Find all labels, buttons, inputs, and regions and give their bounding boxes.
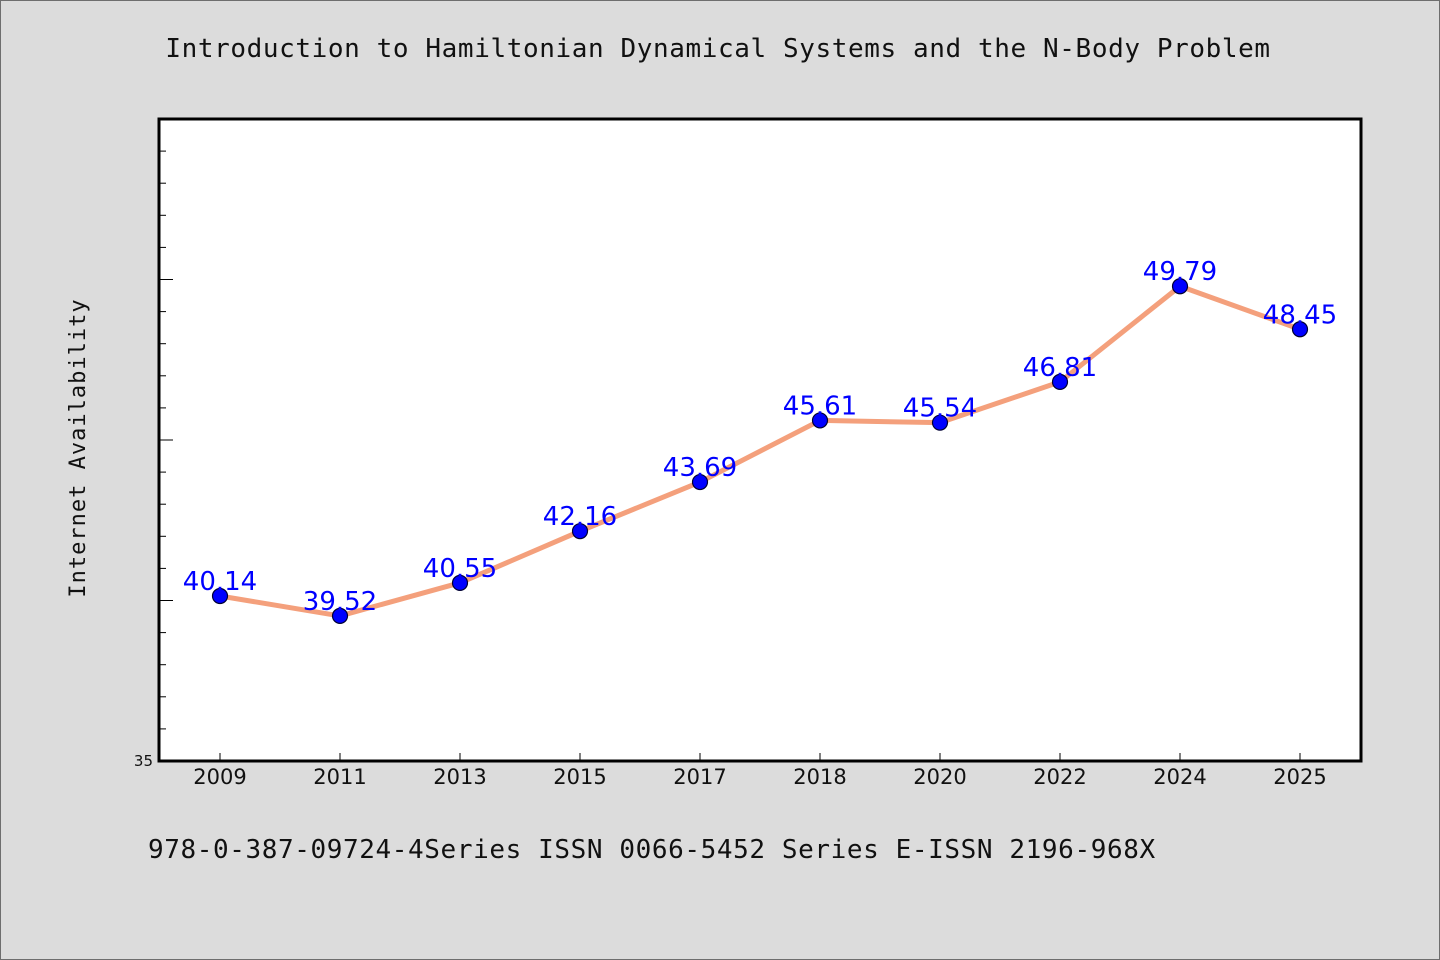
x-axis-ticks: 2009 2011 2013 2015 2017 2018 2020 2022 2024 2025 — [193, 753, 1327, 789]
data-point — [811, 412, 829, 429]
data-label: 40.14 — [183, 567, 257, 597]
data-label: 43.69 — [663, 453, 737, 483]
x-tick-label: 2013 — [433, 765, 486, 789]
data-point — [691, 473, 709, 491]
series-line — [217, 283, 1303, 619]
footer-text: 978-0-387-09724-4Series ISSN 0066-5452 S… — [148, 835, 1156, 865]
data-point — [1051, 373, 1069, 390]
x-tick-label: 2017 — [673, 765, 726, 789]
x-tick-label: 2015 — [553, 765, 606, 789]
data-point — [451, 574, 469, 591]
data-label: 45.54 — [903, 394, 977, 424]
data-point — [211, 587, 229, 605]
x-tick-label: 2022 — [1033, 765, 1086, 789]
data-point — [1171, 278, 1189, 295]
chart-title: Introduction to Hamiltonian Dynamical Sy… — [165, 34, 1271, 64]
series-layer — [211, 278, 1309, 625]
x-tick-label: 2024 — [1153, 765, 1206, 789]
y-tick-label: 35 — [134, 752, 153, 770]
data-point — [931, 414, 949, 431]
data-point — [571, 523, 589, 540]
data-labels-layer: 40.14 39.52 40.55 42.16 43.69 45.61 45.54 46.81… — [183, 257, 1337, 617]
x-tick-label: 2025 — [1273, 765, 1326, 789]
data-label: 48.45 — [1263, 300, 1337, 330]
plot-area — [157, 117, 1363, 763]
data-label: 42.16 — [543, 502, 617, 532]
data-point — [331, 607, 349, 625]
data-label: 46.81 — [1023, 353, 1097, 383]
data-label: 45.61 — [783, 391, 857, 421]
x-tick-label: 2018 — [793, 765, 846, 789]
data-label: 40.55 — [423, 554, 497, 584]
data-label: 39.52 — [303, 587, 377, 617]
x-tick-label: 2009 — [193, 765, 246, 789]
x-tick-label: 2011 — [313, 765, 366, 789]
data-point — [1291, 321, 1309, 338]
y-axis-ticks: 35 — [134, 118, 173, 770]
data-label: 49.79 — [1143, 257, 1217, 287]
y-axis-label: Internet Availability — [66, 298, 91, 597]
x-tick-label: 2020 — [913, 765, 966, 789]
